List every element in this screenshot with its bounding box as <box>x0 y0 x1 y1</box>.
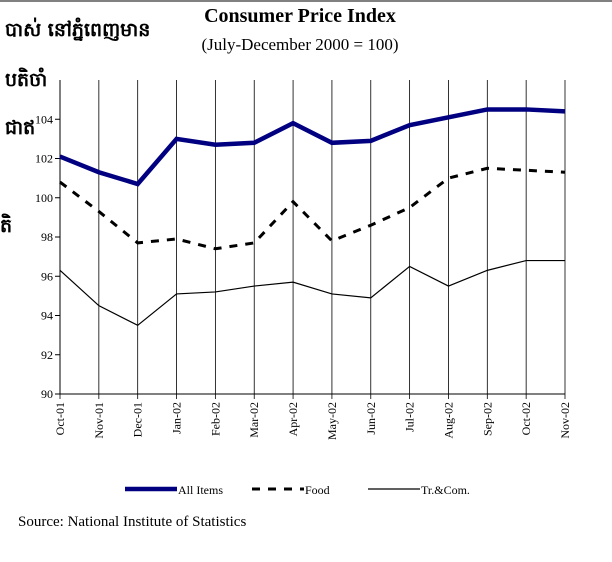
x-tick-label: Jan-02 <box>170 402 184 434</box>
y-tick-label: 94 <box>41 309 53 323</box>
x-tick-label: Apr-02 <box>286 402 300 436</box>
legend-label: Food <box>305 483 330 497</box>
y-tick-label: 92 <box>41 348 53 362</box>
legend-label: All Items <box>178 483 223 497</box>
series-line <box>59 166 566 251</box>
series-line <box>59 107 566 187</box>
x-tick-label: Mar-02 <box>247 402 261 438</box>
x-tick-label: Nov-02 <box>558 402 572 439</box>
y-tick-label: 98 <box>41 230 53 244</box>
y-tick-label: 104 <box>35 112 53 126</box>
x-tick-label: Dec-01 <box>131 402 145 437</box>
x-tick-label: Oct-01 <box>53 402 67 435</box>
y-tick-label: 102 <box>35 152 53 166</box>
y-tick-label: 100 <box>35 191 53 205</box>
y-tick-label: 90 <box>41 387 53 401</box>
source: Source: National Institute of Statistics <box>18 514 246 530</box>
x-tick-label: Aug-02 <box>441 402 455 439</box>
x-tick-label: May-02 <box>325 402 339 440</box>
x-tick-label: Sep-02 <box>480 402 494 436</box>
annotation: បាស់ នៅភ្នំពេញមាន <box>5 17 150 41</box>
series-line <box>59 259 565 327</box>
chart-subtitle: (July-December 2000 = 100) <box>201 35 398 54</box>
legend-label: Tr.&Com. <box>421 483 470 497</box>
x-tick-label: Oct-02 <box>519 402 533 435</box>
y-tick-label: 96 <box>41 269 53 283</box>
x-tick-label: Nov-01 <box>92 402 106 439</box>
annotation: ជាឥ <box>5 117 35 139</box>
annotation: បតិចាំ <box>5 67 47 91</box>
x-tick-label: Jul-02 <box>403 402 417 432</box>
annotation: តិ <box>0 213 12 237</box>
x-tick-label: Jun-02 <box>364 402 378 435</box>
x-tick-label: Feb-02 <box>208 402 222 436</box>
chart-title: Consumer Price Index <box>204 5 396 27</box>
